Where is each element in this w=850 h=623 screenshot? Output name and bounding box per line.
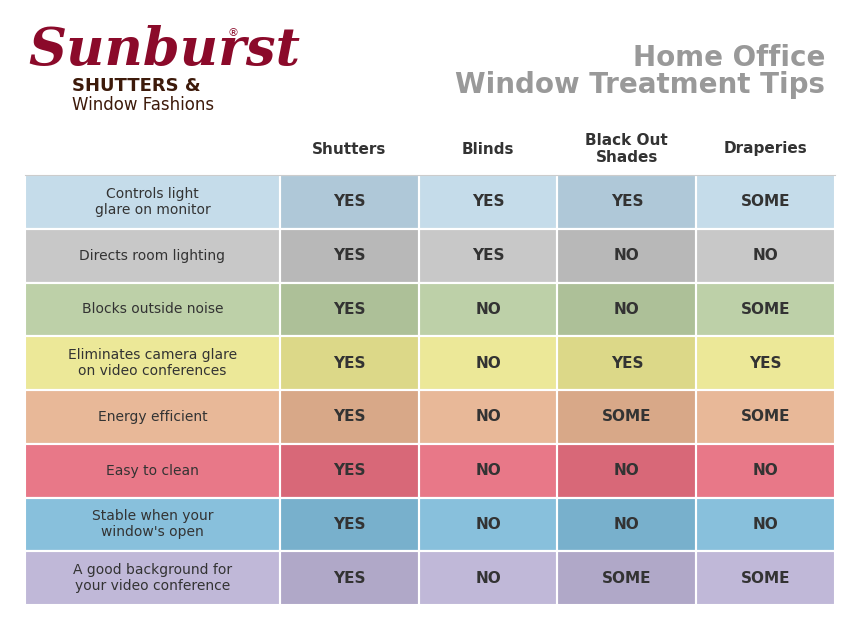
- Bar: [280, 175, 419, 229]
- Text: SOME: SOME: [741, 194, 791, 209]
- Text: Home Office: Home Office: [632, 44, 825, 72]
- Text: YES: YES: [472, 248, 504, 263]
- Text: YES: YES: [333, 248, 366, 263]
- Bar: [280, 229, 419, 282]
- Text: YES: YES: [610, 194, 643, 209]
- Text: Black Out
Shades: Black Out Shades: [586, 133, 668, 165]
- Text: NO: NO: [475, 517, 501, 532]
- Bar: [25, 498, 835, 551]
- Bar: [25, 282, 835, 336]
- Text: NO: NO: [475, 463, 501, 478]
- Text: SOME: SOME: [741, 571, 791, 586]
- Bar: [558, 498, 696, 551]
- Text: YES: YES: [333, 517, 366, 532]
- Bar: [25, 444, 835, 498]
- Bar: [558, 229, 696, 282]
- Text: NO: NO: [753, 463, 779, 478]
- Bar: [558, 336, 696, 390]
- Text: SOME: SOME: [602, 409, 652, 424]
- Text: Shutters: Shutters: [312, 141, 387, 156]
- Text: A good background for
your video conference: A good background for your video confere…: [73, 563, 232, 593]
- Text: Directs room lighting: Directs room lighting: [80, 249, 225, 263]
- Bar: [558, 390, 696, 444]
- Bar: [25, 229, 835, 282]
- Text: NO: NO: [614, 248, 640, 263]
- Text: SOME: SOME: [741, 302, 791, 317]
- Text: NO: NO: [753, 248, 779, 263]
- Text: Window Treatment Tips: Window Treatment Tips: [455, 71, 825, 99]
- Text: YES: YES: [333, 194, 366, 209]
- Text: Energy efficient: Energy efficient: [98, 410, 207, 424]
- Bar: [25, 175, 835, 229]
- Text: Stable when your
window's open: Stable when your window's open: [92, 509, 213, 540]
- Text: NO: NO: [475, 571, 501, 586]
- Text: Eliminates camera glare
on video conferences: Eliminates camera glare on video confere…: [68, 348, 237, 378]
- Bar: [25, 336, 835, 390]
- Text: NO: NO: [614, 463, 640, 478]
- Bar: [280, 282, 419, 336]
- Text: NO: NO: [753, 517, 779, 532]
- Bar: [280, 390, 419, 444]
- Text: YES: YES: [333, 302, 366, 317]
- Text: Draperies: Draperies: [723, 141, 808, 156]
- Text: SOME: SOME: [602, 571, 652, 586]
- Bar: [558, 444, 696, 498]
- Text: Controls light
glare on monitor: Controls light glare on monitor: [94, 187, 210, 217]
- Text: NO: NO: [614, 517, 640, 532]
- Text: YES: YES: [610, 356, 643, 371]
- Bar: [280, 551, 419, 605]
- Text: ®: ®: [228, 28, 239, 38]
- Bar: [280, 444, 419, 498]
- Text: YES: YES: [333, 571, 366, 586]
- Text: Sunburst: Sunburst: [28, 26, 300, 77]
- Text: NO: NO: [475, 356, 501, 371]
- Text: YES: YES: [472, 194, 504, 209]
- Text: NO: NO: [475, 409, 501, 424]
- Bar: [280, 336, 419, 390]
- Text: Window Fashions: Window Fashions: [72, 96, 214, 114]
- Text: Blocks outside noise: Blocks outside noise: [82, 302, 224, 316]
- Text: YES: YES: [333, 356, 366, 371]
- Bar: [280, 498, 419, 551]
- Text: YES: YES: [333, 463, 366, 478]
- Bar: [558, 551, 696, 605]
- Bar: [558, 282, 696, 336]
- Text: NO: NO: [614, 302, 640, 317]
- Bar: [558, 175, 696, 229]
- Text: Easy to clean: Easy to clean: [106, 464, 199, 478]
- Bar: [25, 390, 835, 444]
- Text: SOME: SOME: [741, 409, 791, 424]
- Text: NO: NO: [475, 302, 501, 317]
- Text: YES: YES: [333, 409, 366, 424]
- Text: YES: YES: [750, 356, 782, 371]
- Text: SHUTTERS &: SHUTTERS &: [72, 77, 201, 95]
- Bar: [25, 551, 835, 605]
- Text: Blinds: Blinds: [462, 141, 514, 156]
